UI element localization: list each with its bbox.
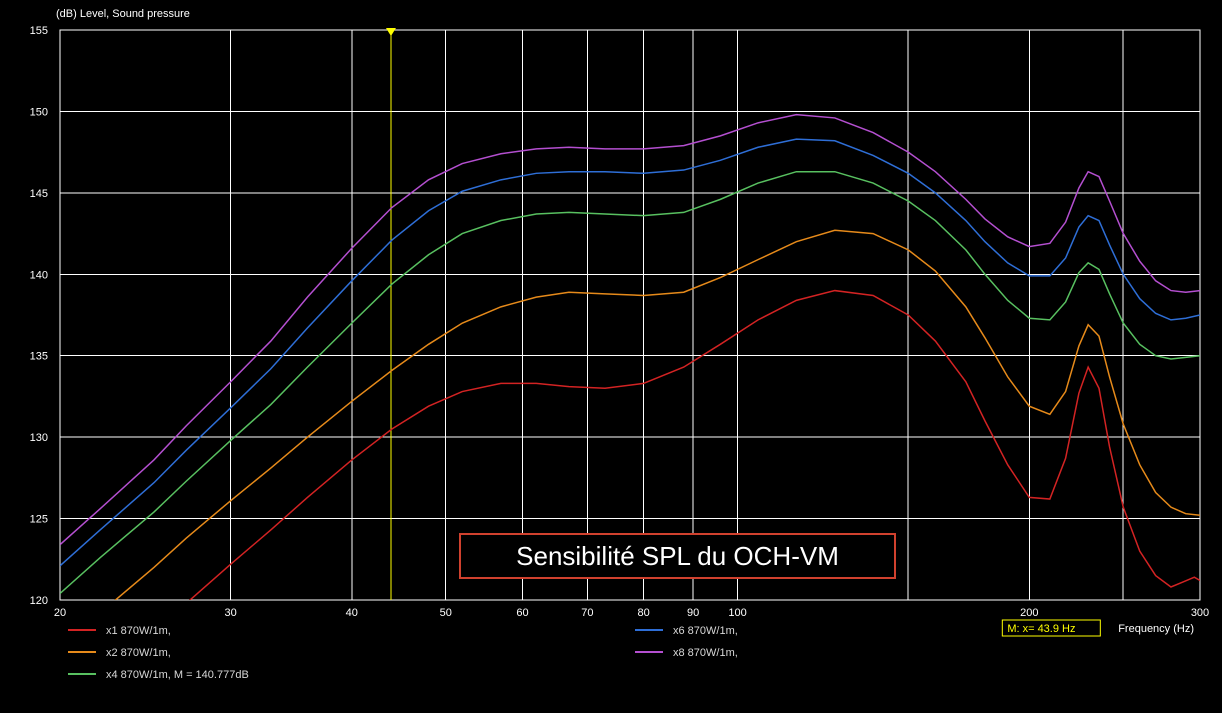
x-tick-label: 200 — [1020, 607, 1038, 619]
y-tick-label: 155 — [30, 25, 48, 37]
y-axis-label: (dB) Level, Sound pressure — [56, 8, 190, 20]
legend-label: x8 870W/1m, — [673, 647, 738, 659]
y-tick-label: 125 — [30, 514, 48, 526]
x-tick-label: 20 — [54, 607, 66, 619]
x-tick-label: 50 — [440, 607, 452, 619]
legend-label: x6 870W/1m, — [673, 625, 738, 637]
y-tick-label: 120 — [30, 595, 48, 607]
x-tick-label: 80 — [637, 607, 649, 619]
x-tick-label: 70 — [581, 607, 593, 619]
x-tick-label: 100 — [728, 607, 746, 619]
chart-svg: 120 125 130 135 140 145 150 155 20 30 40 50 60 70 80 90… — [0, 0, 1222, 713]
y-tick-label: 145 — [30, 188, 48, 200]
y-tick-label: 140 — [30, 269, 48, 281]
y-tick-label: 135 — [30, 351, 48, 363]
x-tick-label: 30 — [225, 607, 237, 619]
chart-title: Sensibilité SPL du OCH-VM — [516, 541, 839, 571]
y-tick-label: 150 — [30, 106, 48, 118]
legend-label: x4 870W/1m, M = 140.777dB — [106, 669, 249, 681]
legend-label: x2 870W/1m, — [106, 647, 171, 659]
cursor-readout-text: M: x= 43.9 Hz — [1007, 623, 1075, 635]
x-tick-label: 40 — [346, 607, 358, 619]
chart-container: 120 125 130 135 140 145 150 155 20 30 40 50 60 70 80 90… — [0, 0, 1222, 713]
y-tick-label: 130 — [30, 432, 48, 444]
x-tick-label: 90 — [687, 607, 699, 619]
x-tick-label: 300 — [1191, 607, 1209, 619]
x-axis-label: Frequency (Hz) — [1118, 623, 1194, 635]
legend-label: x1 870W/1m, — [106, 625, 171, 637]
x-tick-label: 60 — [516, 607, 528, 619]
